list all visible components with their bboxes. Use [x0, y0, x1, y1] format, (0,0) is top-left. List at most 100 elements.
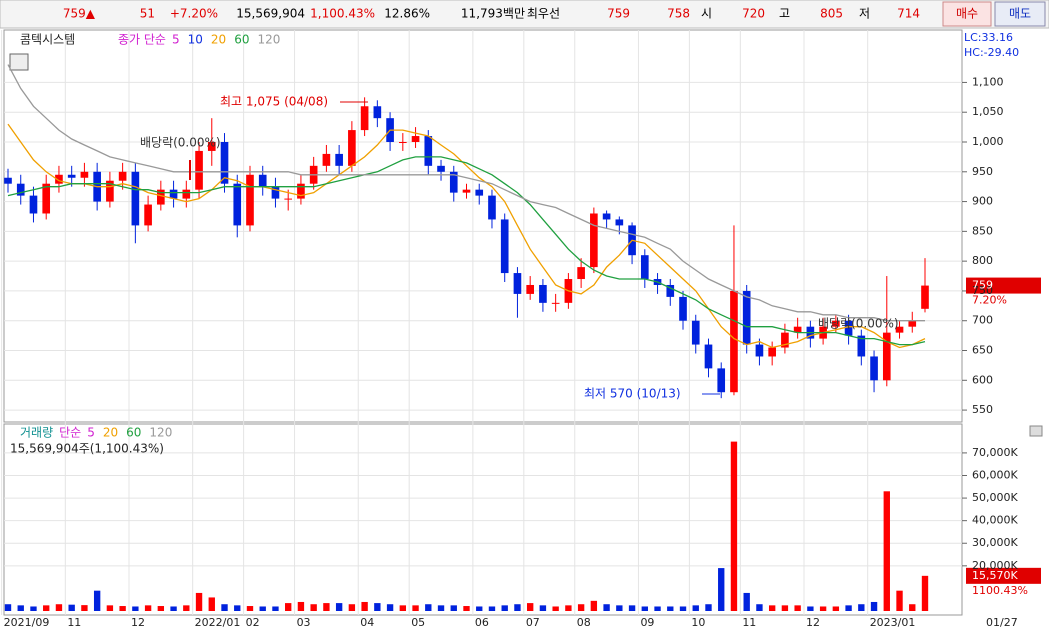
legend-item: 120: [257, 33, 280, 47]
candle-body: [526, 284, 535, 294]
candle-body: [373, 106, 382, 119]
volume-bar: [654, 606, 661, 611]
x-tick-label: 07: [526, 616, 540, 629]
x-tick-label: 05: [411, 616, 425, 629]
volume-summary: 15,569,904주(1,100.43%): [10, 442, 164, 456]
y-tick-label: 60,000K: [972, 468, 1018, 481]
volume-bar: [718, 568, 725, 611]
candle-body: [258, 174, 267, 187]
volume-bar: [552, 606, 559, 611]
candle-body: [475, 189, 484, 196]
candle-body: [42, 183, 51, 214]
y-tick-label: 850: [972, 224, 993, 237]
volume-panel: [3, 423, 963, 616]
x-tick-label: 11: [67, 616, 81, 629]
legend-item: 5: [172, 33, 180, 47]
volume-bar: [539, 605, 547, 611]
volume-bar: [68, 604, 75, 611]
candle-body: [640, 255, 649, 280]
volume-bar: [310, 604, 317, 611]
candle-body: [615, 219, 624, 226]
volume-bar: [30, 606, 37, 611]
x-tick-label: 04: [360, 616, 374, 629]
candle-body: [577, 267, 585, 280]
volume-bar: [157, 606, 165, 611]
x-tick-label: 2022/01: [195, 616, 241, 629]
toolbar-value: 759: [607, 7, 630, 21]
volume-bar: [909, 604, 916, 611]
candle-body: [462, 189, 471, 193]
toolbar-value: 51: [140, 7, 155, 21]
x-tick-label: 11: [742, 616, 756, 629]
candle-body: [704, 344, 713, 369]
volume-bar: [132, 606, 139, 611]
candle-body: [882, 332, 891, 381]
candle-body: [348, 130, 356, 166]
volume-bar: [195, 592, 203, 611]
panel-button[interactable]: [1029, 425, 1043, 437]
low-annotation: 최저 570 (10/13): [584, 387, 681, 401]
volume-bar: [323, 603, 330, 611]
toolbar-value: +7.20%: [170, 7, 218, 21]
table-icon[interactable]: [9, 53, 29, 71]
volume-bar: [106, 605, 114, 611]
candle-body: [29, 195, 38, 214]
buy-button-label[interactable]: 매수: [956, 7, 978, 21]
volume-bar: [81, 605, 88, 611]
legend-item: 10: [188, 33, 203, 47]
legend-item: 5: [87, 426, 95, 440]
sell-button[interactable]: [994, 1, 1046, 27]
candle-body: [80, 171, 89, 178]
y-tick-label: 650: [972, 344, 993, 357]
candle-body: [424, 136, 433, 166]
candle-body: [832, 320, 840, 327]
x-tick-label: 12: [131, 616, 145, 629]
candle-body: [551, 302, 560, 304]
candle-body: [182, 189, 191, 199]
volume-bar: [259, 606, 266, 611]
y-tick-label: 550: [972, 403, 993, 416]
volume-bar: [641, 606, 648, 611]
x-tick-label: 09: [640, 616, 654, 629]
volume-bar: [463, 606, 470, 611]
candle-body: [16, 183, 25, 196]
volume-bar: [616, 605, 623, 611]
toolbar-value: 저: [859, 7, 870, 21]
toolbar-value: 720: [742, 7, 765, 21]
volume-bar: [743, 592, 750, 611]
candle-body: [398, 142, 407, 143]
volume-bar: [4, 604, 12, 611]
candle-body: [730, 290, 738, 393]
volume-bar: [170, 606, 177, 611]
candle-body: [500, 219, 509, 274]
buy-button[interactable]: [942, 1, 992, 27]
y-tick-label: 20,000K: [972, 559, 1018, 572]
sell-button-label[interactable]: 매도: [1009, 7, 1031, 21]
x-tick-label: 08: [577, 616, 591, 629]
toolbar-value: 12.86%: [384, 7, 430, 21]
marks: [4, 64, 1041, 611]
x-tick-label: 02: [246, 616, 260, 629]
volume-bar: [348, 604, 356, 611]
y-tick-label: 750: [972, 284, 993, 297]
grid: [1, 30, 967, 615]
stock-name: 콤텍시스템: [20, 33, 75, 47]
toolbar: [0, 0, 1049, 29]
x-tick-label: 06: [475, 616, 489, 629]
candle-body: [742, 290, 751, 345]
toolbar-value: 1,100.43%: [310, 7, 375, 21]
candle-body: [118, 171, 127, 181]
volume-bar: [17, 605, 24, 611]
y-tick-label: 1,100: [972, 75, 1004, 88]
candle-body: [870, 356, 878, 381]
toolbar-value: 11,793백만: [461, 7, 525, 21]
moving-average-line: [7, 64, 925, 322]
volume-bar: [221, 604, 228, 611]
x-tick-label: 2023/01: [870, 616, 916, 629]
volume-bar: [883, 491, 890, 611]
candle-body: [895, 326, 904, 333]
volume-bar: [144, 605, 152, 611]
volume-bar: [526, 603, 534, 611]
volume-bar: [577, 604, 585, 611]
candle-body: [4, 177, 12, 184]
